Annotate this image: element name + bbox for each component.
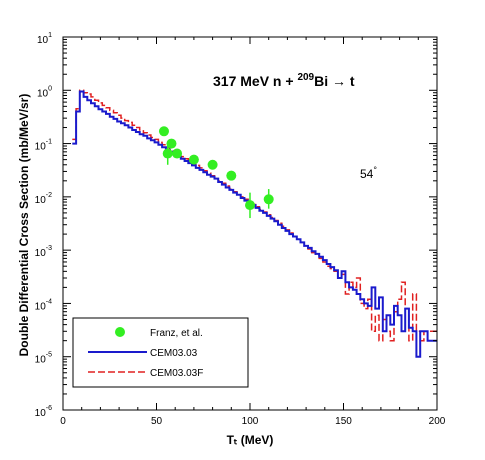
y-tick-label-exp: -1: [46, 139, 52, 146]
tick-labels: 0 50 100 150 20010110010-110-210-310-410-510…: [35, 32, 446, 427]
y-tick-label: 100: [37, 85, 52, 99]
angle-annotation-degree: °: [373, 165, 377, 175]
plot-series: [72, 89, 437, 358]
legend: Franz, et al. CEM03.03 CEM03.03F: [72, 317, 249, 388]
y-tick-label: 10-3: [35, 245, 52, 259]
legend-label-cem0303f: CEM03.03F: [150, 368, 203, 379]
data-point: [263, 194, 274, 205]
data-point: [245, 200, 255, 211]
data-point: [226, 170, 237, 181]
y-tick-label-base: 10: [35, 195, 47, 206]
angle-annotation: 54°: [360, 165, 377, 181]
y-tick-label-exp: -4: [46, 298, 52, 305]
reaction-annotation-part2: Bi → t: [314, 73, 355, 89]
plot-frame: [62, 36, 438, 411]
y-tick-label-base: 10: [37, 35, 49, 46]
y-tick-label: 10-1: [35, 139, 52, 153]
y-tick-label-exp: 0: [48, 85, 52, 92]
x-tick-label: 150: [335, 416, 352, 427]
y-tick-label-base: 10: [35, 248, 47, 259]
y-tick-label-base: 10: [37, 88, 49, 99]
reaction-annotation-sup: 209: [297, 72, 314, 83]
y-tick-label-base: 10: [35, 355, 47, 366]
x-tick-label: 100: [242, 416, 259, 427]
data-point: [158, 126, 169, 137]
y-tick-label-exp: 1: [48, 32, 52, 39]
angle-annotation-value: 54: [360, 167, 374, 181]
legend-marker-franz: [115, 327, 125, 337]
y-tick-label: 101: [37, 32, 52, 46]
axis-ticks: [62, 36, 438, 411]
y-tick-label: 10-4: [35, 298, 52, 312]
data-point: [172, 148, 183, 159]
y-tick-label-exp: -3: [46, 245, 52, 252]
y-axis-title: Double Differential Cross Section (mb/Me…: [17, 94, 31, 357]
x-tick-label: 200: [429, 416, 446, 427]
legend-label-cem0303: CEM03.03: [150, 348, 198, 359]
data-point: [207, 159, 218, 170]
data-point: [166, 138, 177, 149]
x-axis-title: Tₜ (MeV): [227, 433, 274, 447]
y-tick-label-exp: -6: [46, 405, 52, 412]
data-point: [162, 148, 173, 159]
y-tick-label: 10-2: [35, 192, 52, 206]
y-tick-label-base: 10: [35, 408, 47, 419]
legend-label-franz: Franz, et al.: [150, 328, 203, 339]
y-tick-label: 10-5: [35, 352, 52, 366]
y-tick-label-base: 10: [35, 301, 47, 312]
y-tick-label-exp: -5: [46, 352, 52, 359]
reaction-annotation: 317 MeV n + 209Bi → t: [213, 72, 355, 89]
y-tick-label-base: 10: [35, 142, 47, 153]
x-tick-label: 0: [60, 416, 66, 427]
y-tick-label: 10-6: [35, 405, 52, 419]
reaction-annotation-part1: 317 MeV n +: [213, 73, 297, 89]
data-point: [188, 154, 199, 165]
y-tick-label-exp: -2: [46, 192, 52, 199]
x-tick-label: 50: [151, 416, 163, 427]
